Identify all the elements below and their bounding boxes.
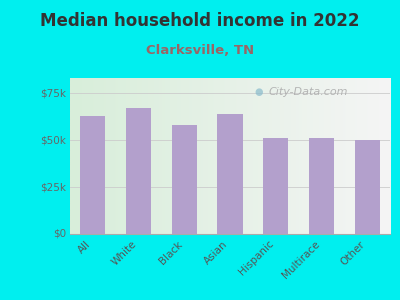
Text: ●: ●: [254, 87, 262, 98]
Text: $25k: $25k: [40, 182, 66, 192]
Bar: [354, 140, 380, 234]
Text: $0: $0: [53, 229, 66, 239]
Text: City-Data.com: City-Data.com: [268, 87, 348, 98]
Bar: [126, 108, 151, 234]
Bar: [80, 116, 106, 234]
Text: $75k: $75k: [40, 88, 66, 98]
Text: $50k: $50k: [40, 135, 66, 145]
Bar: [263, 138, 288, 234]
Text: Clarksville, TN: Clarksville, TN: [146, 44, 254, 56]
Bar: [309, 138, 334, 234]
Bar: [218, 114, 242, 234]
Text: Median household income in 2022: Median household income in 2022: [40, 12, 360, 30]
Bar: [172, 125, 197, 234]
